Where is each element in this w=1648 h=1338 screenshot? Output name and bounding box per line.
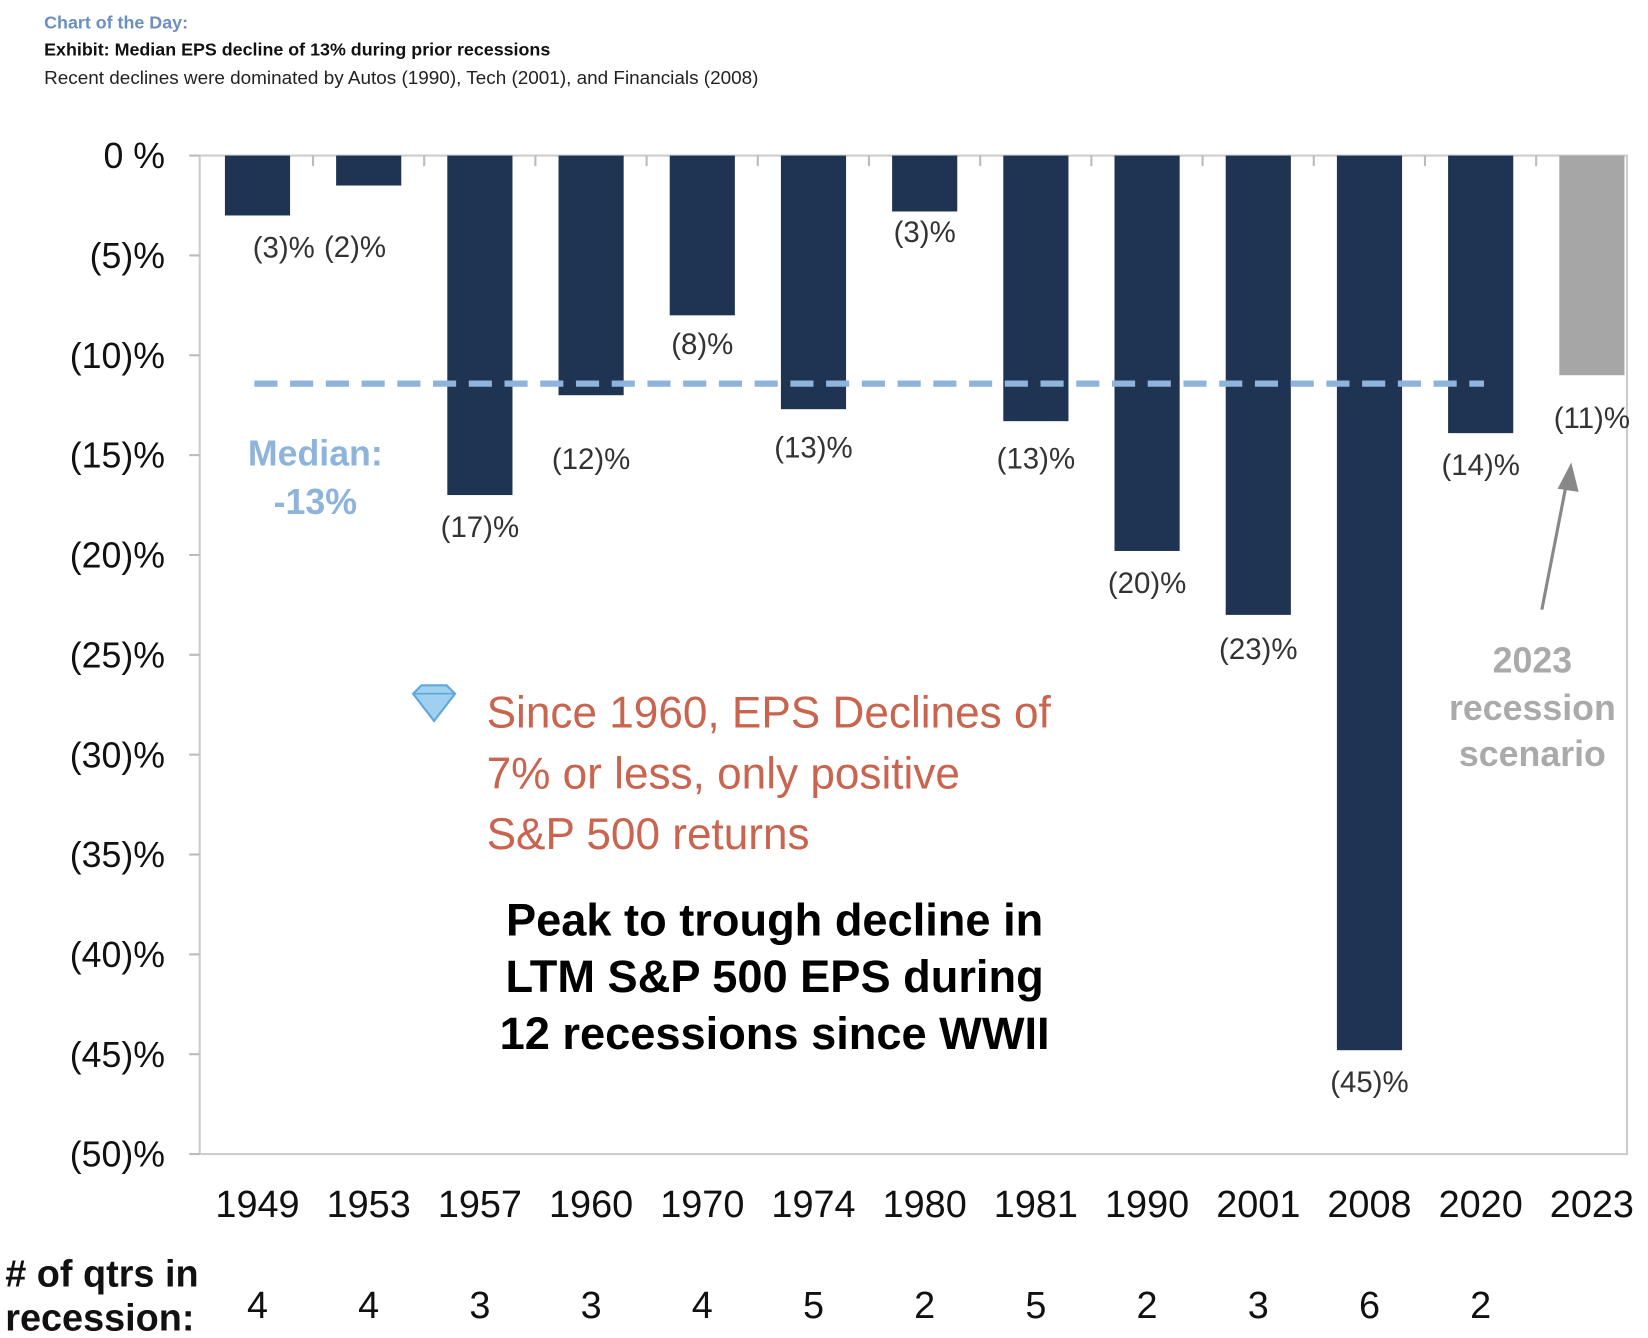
quarters-value: 5	[803, 1285, 824, 1327]
bar-1957	[447, 155, 513, 496]
data-label: (45)%	[1330, 1066, 1408, 1099]
x-tick-label: 1957	[438, 1184, 522, 1226]
data-label: (11)%	[1554, 402, 1630, 435]
plot-frame	[198, 154, 1629, 1156]
caption-line-3: 12 recessions since WWII	[500, 1008, 1050, 1059]
data-labels: (3)% (2)% (17)% (12)% (8)% (13)% (3)% (13)% (20)…	[253, 216, 1630, 1099]
quarters-value: 2	[914, 1285, 935, 1327]
y-tick-label: (35)%	[70, 835, 165, 875]
data-label: (3)%	[894, 216, 956, 249]
data-label: (23)%	[1219, 633, 1297, 666]
note-line-3: S&P 500 returns	[487, 810, 810, 859]
quarters-value: 3	[1248, 1285, 1269, 1327]
bar-2008	[1336, 155, 1403, 1051]
x-tick-label: 1974	[771, 1184, 855, 1226]
y-tick-label: (5)%	[90, 236, 165, 276]
bar-1949	[224, 155, 291, 216]
row-label-1: # of qtrs in	[5, 1253, 198, 1295]
x-tick-label: 2020	[1439, 1184, 1523, 1226]
quarters-value: 2	[1470, 1285, 1491, 1327]
bars	[224, 155, 1625, 1051]
note-line-2: 7% or less, only positive	[487, 749, 960, 798]
x-tick-label: 1990	[1105, 1184, 1189, 1226]
y-tick-label: (40)%	[70, 935, 165, 975]
scenario-line-2: recession	[1449, 688, 1616, 728]
scenario-annotation: 2023 recession scenario	[1449, 641, 1616, 775]
caption-line-1: Peak to trough decline in	[506, 894, 1043, 945]
diamond-icon	[411, 684, 457, 723]
data-label: (13)%	[997, 442, 1075, 475]
y-tick-label: (30)%	[70, 735, 165, 775]
data-label: (8)%	[671, 328, 733, 361]
note: Since 1960, EPS Declines of 7% or less, …	[487, 688, 1052, 859]
x-tick-label: 1980	[883, 1184, 967, 1226]
caption: Peak to trough decline in LTM S&P 500 EP…	[500, 894, 1050, 1059]
x-axis: 1949 1953 1957 1960 1970 1974 1980 1981 1990 2001…	[215, 1184, 1634, 1226]
scenario-line-3: scenario	[1459, 734, 1606, 774]
y-tick-label: 0 %	[103, 136, 165, 176]
median-label-2: -13%	[274, 482, 357, 522]
bar-1980	[892, 155, 958, 212]
row-label: # of qtrs in recession:	[5, 1253, 198, 1338]
quarters-value: 4	[692, 1285, 713, 1327]
quarters-value: 4	[247, 1285, 268, 1327]
bar-1970	[669, 155, 735, 316]
quarters-value: 6	[1359, 1285, 1380, 1327]
y-tick-label: (45)%	[70, 1035, 165, 1075]
bar-1974	[780, 155, 847, 410]
y-tick-label: (50)%	[70, 1135, 165, 1175]
x-tick-label: 2001	[1216, 1184, 1300, 1226]
quarters-value: 3	[581, 1285, 602, 1327]
data-label: (2)%	[324, 231, 386, 264]
chart-title: Exhibit: Median EPS decline of 13% durin…	[44, 40, 550, 60]
bar-1981	[1003, 155, 1069, 422]
data-label: (3)%	[253, 232, 315, 265]
arrow-icon	[1540, 462, 1579, 610]
data-label: (12)%	[552, 443, 630, 476]
data-label: (13)%	[774, 432, 852, 465]
x-tick-label: 1949	[215, 1184, 299, 1226]
scenario-line-1: 2023	[1493, 641, 1572, 681]
bar-1990	[1114, 155, 1180, 551]
caption-line-2: LTM S&P 500 EPS during	[506, 951, 1044, 1002]
x-tick-label: 2023	[1550, 1184, 1634, 1226]
y-tick-label: (25)%	[70, 635, 165, 675]
x-tick-label: 1960	[549, 1184, 633, 1226]
quarters-row: 4 4 3 3 4 5 2 5 2 3 6 2	[247, 1285, 1491, 1327]
bar-2023	[1559, 155, 1625, 376]
y-tick-label: (10)%	[70, 336, 165, 376]
bar-2020	[1448, 155, 1514, 434]
x-tick-label: 1970	[660, 1184, 744, 1226]
y-axis: 0 % (5)% (10)% (15)% (20)% (25)% (30)% (35)% (40…	[70, 136, 200, 1175]
x-tick-label: 2008	[1327, 1184, 1411, 1226]
data-label: (14)%	[1441, 449, 1519, 482]
chart-subtitle: Recent declines were dominated by Autos …	[44, 68, 758, 89]
data-label: (17)%	[441, 511, 519, 544]
median-label: Median: -13%	[248, 434, 383, 522]
y-tick-label: (15)%	[70, 436, 165, 476]
quarters-value: 5	[1025, 1285, 1046, 1327]
bar-1960	[558, 155, 624, 396]
bar-1953	[336, 155, 402, 186]
quarters-value: 3	[469, 1285, 490, 1327]
quarters-value: 2	[1137, 1285, 1158, 1327]
row-label-2: recession:	[5, 1298, 194, 1338]
kicker: Chart of the Day:	[44, 12, 188, 32]
note-line-1: Since 1960, EPS Declines of	[487, 688, 1052, 737]
x-tick-label: 1953	[327, 1184, 411, 1226]
data-label: (20)%	[1108, 567, 1186, 600]
y-tick-label: (20)%	[70, 536, 165, 576]
median-label-1: Median:	[248, 434, 383, 474]
quarters-value: 4	[358, 1285, 379, 1327]
x-tick-label: 1981	[994, 1184, 1078, 1226]
